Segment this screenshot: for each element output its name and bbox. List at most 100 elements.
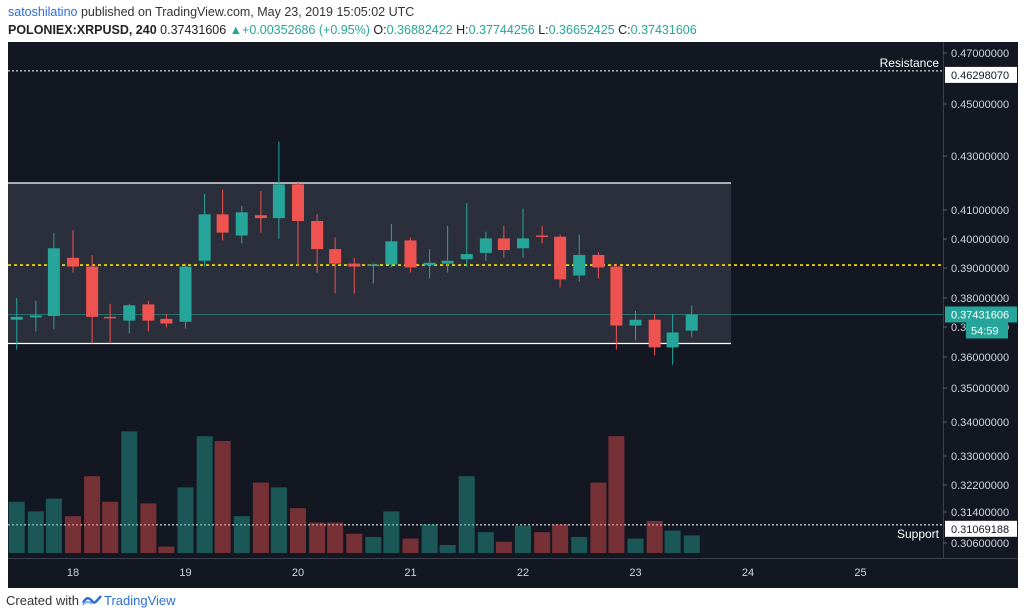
- publish-info: published on TradingView.com, May 23, 20…: [80, 5, 415, 19]
- open-label: O:: [373, 23, 387, 37]
- y-tick-label: 0.47000000: [951, 48, 1009, 60]
- support-tag-label: 0.31069188: [951, 524, 1009, 536]
- candle-body: [610, 266, 623, 326]
- symbol-label[interactable]: POLONIEX:XRPUSD, 240: [8, 23, 157, 37]
- volume-bar: [327, 522, 344, 553]
- volume-bar: [515, 525, 531, 553]
- y-tick-label: 0.35000000: [951, 383, 1009, 395]
- volume-bar: [683, 535, 700, 553]
- volume-bar: [140, 503, 157, 553]
- volume-bar: [102, 501, 119, 553]
- x-tick-label: 25: [854, 567, 866, 579]
- support-label: Support: [897, 527, 940, 541]
- change-up-icon: ▲: [229, 23, 243, 37]
- tradingview-logo-icon: [82, 595, 102, 606]
- candle-body: [123, 305, 136, 321]
- y-tick-label: 0.40000000: [951, 234, 1009, 246]
- y-tick-label: 0.34000000: [951, 417, 1009, 429]
- last-price: 0.37431606: [160, 23, 227, 37]
- volume-bar: [571, 537, 588, 553]
- y-tick-label: 0.38000000: [951, 293, 1009, 305]
- volume-bar: [383, 511, 400, 553]
- candle-body: [198, 214, 211, 261]
- volume-bar: [421, 524, 438, 553]
- candle-body: [10, 316, 23, 320]
- volume-bar: [439, 545, 456, 553]
- candle-body: [685, 314, 698, 331]
- volume-bar: [65, 516, 81, 553]
- volume-bar: [608, 436, 625, 553]
- created-with-text: Created with: [6, 593, 79, 608]
- candle-body: [517, 238, 529, 249]
- x-tick-label: 18: [67, 567, 79, 579]
- candle-body: [272, 184, 285, 219]
- candle-body: [104, 316, 117, 319]
- y-tick-label: 0.30600000: [951, 538, 1009, 550]
- countdown-label: 54:59: [971, 325, 999, 337]
- author-link[interactable]: satoshilatino: [8, 5, 78, 19]
- volume-bar: [252, 482, 269, 553]
- candle-body: [629, 319, 642, 326]
- candle-body: [460, 254, 473, 260]
- y-tick-label: 0.45000000: [951, 99, 1009, 111]
- candle-body: [648, 319, 661, 348]
- y-tick-label: 0.36000000: [951, 352, 1009, 364]
- candle-body: [29, 315, 42, 318]
- volume-bar: [627, 538, 644, 553]
- time-axis: [8, 558, 1018, 588]
- candle-body: [292, 184, 304, 222]
- price-chart[interactable]: Resistance Support 0.47000000 0.45000000 0.4…: [8, 42, 1018, 588]
- x-tick-label: 21: [404, 567, 416, 579]
- volume-bar: [495, 541, 512, 553]
- publish-line: satoshilatino published on TradingView.c…: [8, 5, 414, 19]
- candle-body: [311, 221, 324, 250]
- open-value: 0.36882422: [386, 23, 453, 37]
- candle-body: [367, 264, 380, 267]
- candle-body: [47, 248, 60, 316]
- volume-bar: [290, 508, 306, 553]
- candle-body: [423, 262, 436, 266]
- volume-bar: [346, 533, 363, 553]
- current-price-tag: [945, 306, 1017, 323]
- candle-body: [160, 318, 173, 324]
- volume-bar: [214, 441, 231, 553]
- candle-body: [235, 212, 248, 236]
- countdown-tag: [966, 322, 1008, 339]
- candle-body: [479, 238, 492, 253]
- x-tick-label: 20: [292, 567, 304, 579]
- footer: Created with TradingView: [0, 588, 1024, 616]
- candle-body: [216, 214, 229, 233]
- resistance-label: Resistance: [880, 56, 940, 70]
- support-tag: [945, 520, 1017, 537]
- y-tick-label: 0.33000000: [951, 451, 1009, 463]
- close-value: 0.37431606: [630, 23, 697, 37]
- volume-bar: [477, 532, 494, 553]
- volume-bar: [309, 522, 326, 553]
- volume-bar: [196, 436, 213, 553]
- candle-body: [536, 235, 549, 238]
- y-tick-label: 0.32200000: [951, 480, 1009, 492]
- candle-body: [497, 238, 510, 251]
- volume-bar: [121, 431, 138, 553]
- volume-bar: [8, 501, 25, 553]
- tradingview-brand[interactable]: TradingView: [104, 593, 176, 608]
- candle-body: [441, 260, 454, 264]
- resistance-tag-label: 0.46298070: [951, 70, 1009, 82]
- volume-bar: [158, 546, 175, 553]
- price-axis: [943, 42, 1018, 558]
- resistance-tag: [945, 66, 1017, 83]
- volume-bar: [270, 487, 287, 553]
- volume-bar: [664, 530, 681, 553]
- volume-bar: [45, 498, 62, 553]
- x-tick-label: 23: [629, 567, 641, 579]
- candle-body: [67, 257, 79, 267]
- candle-body: [254, 215, 267, 219]
- volume-bar: [84, 476, 101, 553]
- range-box: [8, 183, 731, 344]
- y-tick-label: 0.31400000: [951, 507, 1009, 519]
- volume-bar: [458, 476, 475, 553]
- change-value: +0.00352686 (+0.95%): [242, 23, 370, 37]
- plot-area: [8, 42, 943, 558]
- chart-header: satoshilatino published on TradingView.c…: [0, 0, 1024, 42]
- high-label: H:: [456, 23, 469, 37]
